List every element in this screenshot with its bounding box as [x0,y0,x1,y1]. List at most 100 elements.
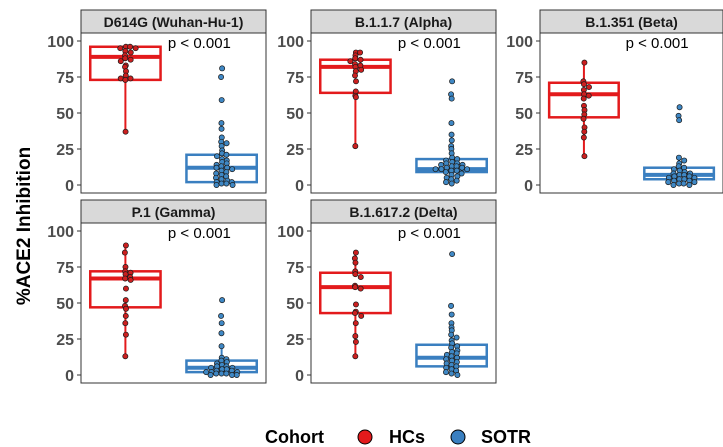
data-point-hcs [127,75,134,82]
data-point-sotr [448,370,455,377]
data-point-sotr [438,166,445,173]
data-point-sotr [459,164,466,171]
data-point-sotr [448,331,455,338]
y-tick-label: 0 [65,368,74,385]
data-point-sotr [218,180,225,187]
panel-title: B.1.351 (Beta) [585,14,678,30]
data-point-sotr [665,179,672,186]
data-point-hcs [581,153,588,160]
box-group-sotr [643,104,716,188]
y-tick-label: 25 [286,332,304,349]
data-point-hcs [347,58,354,65]
box-group-hcs [89,242,162,360]
data-point-sotr [442,169,449,175]
p-value-annotation: p < 0.001 [398,35,461,52]
data-point-hcs [127,56,134,63]
panel-5: B.1.617.2 (Delta) 0 25 50 75 100 p < 0.001 [277,199,497,385]
legend-label-hcs: HCs [389,427,425,447]
data-point-sotr [218,313,225,319]
data-point-sotr [218,97,225,103]
data-point-hcs [581,128,588,135]
data-point-hcs [122,242,129,249]
data-point-hcs [352,94,359,101]
data-point-hcs [127,43,134,50]
data-point-sotr [223,180,230,187]
data-point-hcs [352,320,359,327]
data-point-hcs [581,81,587,88]
data-point-sotr [464,166,471,173]
y-tick-label: 50 [515,106,533,123]
data-point-hcs [121,249,128,256]
data-point-sotr [448,131,455,138]
p-value-annotation: p < 0.001 [398,225,461,242]
data-point-hcs [580,115,587,122]
panel-title: P.1 (Gamma) [132,204,216,220]
y-tick-label: 100 [47,224,74,241]
panel-1: D614G (Wuhan-Hu-1) 0 25 50 75 100 p < 0.001 [47,9,267,195]
p-value-annotation: p < 0.001 [168,35,231,52]
data-point-hcs [357,49,364,56]
box-group-sotr [185,297,258,378]
y-tick-label: 50 [286,106,304,123]
data-point-hcs [580,134,587,141]
box-group-hcs [89,43,162,135]
data-point-hcs [353,301,359,308]
y-tick-label: 25 [515,142,533,159]
legend: Cohort HCs SOTR [265,427,531,447]
data-point-sotr [223,370,230,377]
y-tick-label: 100 [506,34,533,51]
y-tick-label: 75 [515,70,533,87]
y-tick-label: 50 [286,296,304,313]
data-point-hcs [581,59,588,66]
box-group-sotr [415,78,489,187]
box-group-hcs [319,249,392,360]
data-point-sotr [203,369,210,376]
data-point-sotr [229,372,235,378]
data-point-hcs [132,45,139,52]
data-point-sotr [448,95,455,102]
y-tick-label: 0 [295,368,304,385]
data-point-hcs [122,128,129,135]
data-point-sotr [218,320,225,327]
data-point-hcs [122,297,129,304]
data-point-hcs [357,56,364,63]
data-point-sotr [229,182,236,188]
box-group-hcs [319,49,392,150]
data-point-hcs [352,310,358,317]
data-point-sotr [453,177,460,184]
data-point-sotr [449,251,456,257]
data-point-sotr [229,166,236,173]
data-point-hcs [352,249,359,256]
data-point-sotr [448,137,455,144]
data-point-hcs [122,76,129,83]
data-point-sotr [454,372,461,378]
data-point-hcs [352,259,359,266]
panel-title: B.1.1.7 (Alpha) [355,14,452,30]
data-point-sotr [443,369,449,376]
p-value-annotation: p < 0.001 [168,225,231,242]
data-point-sotr [458,170,465,177]
data-point-sotr [676,104,683,111]
y-tick-label: 0 [65,178,74,195]
data-point-hcs [352,143,359,150]
data-point-hcs [123,285,129,292]
data-point-sotr [213,182,220,188]
data-point-sotr [453,334,460,341]
data-point-sotr [448,311,455,318]
y-tick-label: 0 [295,178,304,195]
data-point-hcs [122,331,129,338]
panel-4: P.1 (Gamma) 0 25 50 75 100 p < 0.001 [47,199,267,385]
data-point-hcs [585,92,592,99]
data-point-sotr [218,343,225,350]
data-point-sotr [207,372,214,378]
y-tick-label: 50 [56,106,74,123]
y-tick-label: 25 [56,142,74,159]
y-tick-label: 25 [56,332,74,349]
data-point-hcs [123,305,129,312]
data-point-sotr [218,125,225,132]
y-tick-label: 75 [56,260,74,277]
data-point-sotr [223,151,230,158]
data-point-sotr [680,180,687,187]
